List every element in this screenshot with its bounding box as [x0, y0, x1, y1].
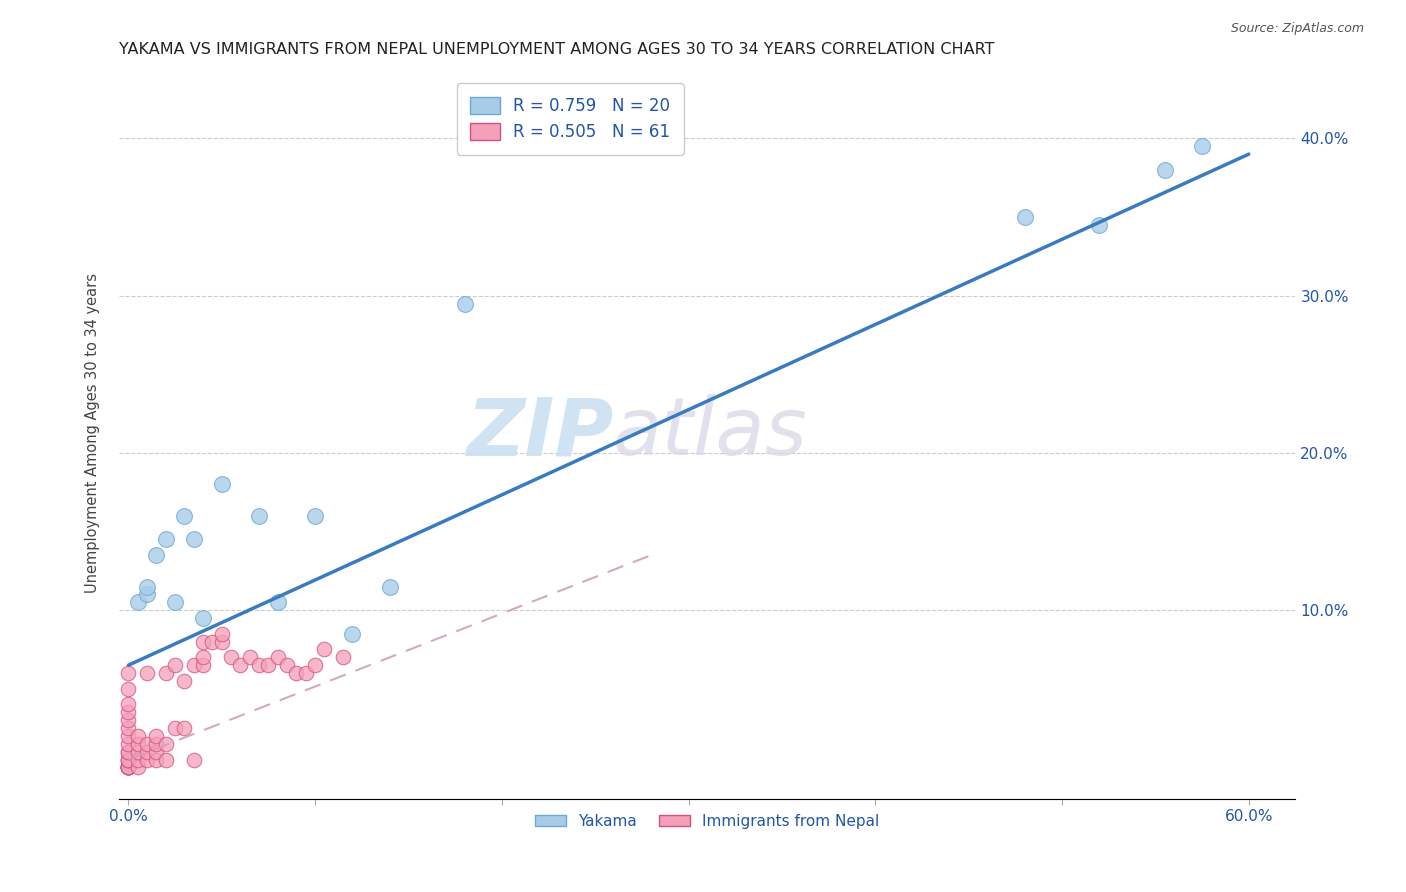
- Point: [294, 666, 316, 681]
- Point: [191, 658, 214, 673]
- Point: [136, 587, 159, 601]
- Point: [267, 595, 290, 609]
- Point: [219, 650, 242, 665]
- Point: [342, 626, 364, 640]
- Point: [453, 296, 475, 310]
- Point: [117, 752, 139, 766]
- Text: Source: ZipAtlas.com: Source: ZipAtlas.com: [1230, 22, 1364, 36]
- Point: [155, 666, 177, 681]
- Point: [257, 658, 280, 673]
- Point: [155, 533, 177, 547]
- Point: [276, 658, 298, 673]
- Point: [117, 760, 139, 774]
- Point: [145, 548, 167, 562]
- Point: [145, 737, 167, 751]
- Point: [1088, 218, 1111, 232]
- Point: [304, 658, 326, 673]
- Point: [211, 626, 233, 640]
- Point: [285, 666, 308, 681]
- Point: [183, 752, 205, 766]
- Point: [127, 729, 149, 743]
- Point: [173, 721, 195, 735]
- Point: [191, 611, 214, 625]
- Point: [183, 658, 205, 673]
- Point: [229, 658, 252, 673]
- Point: [117, 721, 139, 735]
- Point: [314, 642, 336, 657]
- Point: [1153, 162, 1175, 177]
- Legend: Yakama, Immigrants from Nepal: Yakama, Immigrants from Nepal: [529, 808, 886, 835]
- Point: [117, 706, 139, 720]
- Point: [247, 508, 270, 523]
- Point: [378, 580, 401, 594]
- Point: [117, 698, 139, 712]
- Point: [165, 595, 187, 609]
- Point: [117, 745, 139, 759]
- Point: [165, 721, 187, 735]
- Point: [136, 580, 159, 594]
- Point: [117, 752, 139, 766]
- Point: [239, 650, 262, 665]
- Point: [117, 729, 139, 743]
- Point: [173, 508, 195, 523]
- Point: [117, 760, 139, 774]
- Point: [136, 752, 159, 766]
- Point: [127, 745, 149, 759]
- Point: [117, 666, 139, 681]
- Point: [136, 666, 159, 681]
- Text: ZIP: ZIP: [465, 394, 613, 472]
- Point: [191, 650, 214, 665]
- Point: [183, 533, 205, 547]
- Point: [117, 760, 139, 774]
- Point: [117, 760, 139, 774]
- Text: YAKAMA VS IMMIGRANTS FROM NEPAL UNEMPLOYMENT AMONG AGES 30 TO 34 YEARS CORRELATI: YAKAMA VS IMMIGRANTS FROM NEPAL UNEMPLOY…: [120, 42, 994, 57]
- Point: [211, 477, 233, 491]
- Point: [332, 650, 354, 665]
- Point: [117, 745, 139, 759]
- Point: [145, 729, 167, 743]
- Point: [127, 737, 149, 751]
- Point: [117, 752, 139, 766]
- Point: [247, 658, 270, 673]
- Point: [191, 634, 214, 648]
- Point: [145, 752, 167, 766]
- Point: [127, 760, 149, 774]
- Point: [117, 760, 139, 774]
- Point: [155, 752, 177, 766]
- Point: [165, 658, 187, 673]
- Point: [117, 760, 139, 774]
- Point: [136, 745, 159, 759]
- Point: [117, 760, 139, 774]
- Point: [155, 737, 177, 751]
- Point: [127, 595, 149, 609]
- Point: [145, 745, 167, 759]
- Text: atlas: atlas: [613, 394, 808, 472]
- Point: [117, 713, 139, 727]
- Point: [267, 650, 290, 665]
- Point: [117, 681, 139, 696]
- Point: [117, 760, 139, 774]
- Point: [136, 737, 159, 751]
- Point: [211, 634, 233, 648]
- Y-axis label: Unemployment Among Ages 30 to 34 years: Unemployment Among Ages 30 to 34 years: [86, 273, 100, 593]
- Point: [1014, 210, 1036, 224]
- Point: [173, 673, 195, 688]
- Point: [117, 737, 139, 751]
- Point: [201, 634, 224, 648]
- Point: [304, 508, 326, 523]
- Point: [127, 752, 149, 766]
- Point: [1191, 139, 1213, 153]
